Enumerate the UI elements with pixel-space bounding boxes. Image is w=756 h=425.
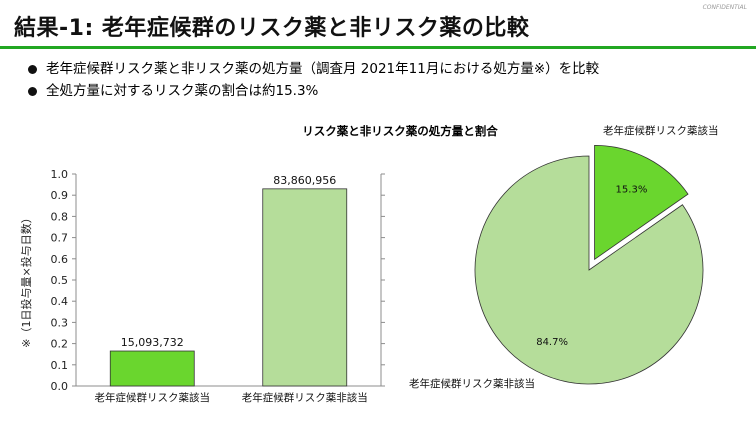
- y-tick-label: 0.5: [51, 274, 69, 287]
- bullet-list: 老年症候群リスク薬と非リスク薬の処方量（調査月 2021年11月における処方量※…: [28, 58, 599, 102]
- slide-title: 結果-1: 老年症候群のリスク薬と非リスク薬の比較: [14, 16, 530, 41]
- bar-data-label: 83,860,956: [273, 174, 336, 187]
- pie-category-label: 老年症候群リスク薬非該当: [409, 377, 535, 390]
- bullet-item: 全処方量に対するリスク薬の割合は約15.3%: [28, 80, 599, 102]
- bar-data-label: 15,093,732: [121, 336, 184, 349]
- bullet-item: 老年症候群リスク薬と非リスク薬の処方量（調査月 2021年11月における処方量※…: [28, 58, 599, 80]
- y-tick-label: 1.0: [51, 168, 69, 181]
- y-tick-label: 0.4: [51, 295, 69, 308]
- y-tick-label: 0.1: [51, 359, 69, 372]
- bullet-dot-icon: [28, 65, 37, 74]
- x-tick-label: 老年症候群リスク薬非該当: [242, 391, 368, 404]
- pie-slice: [474, 155, 704, 385]
- pie-data-label: 15.3%: [616, 185, 648, 196]
- y-axis-label: ※（1日投与量×投与日数）: [19, 212, 33, 347]
- pie-data-label: 84.7%: [536, 337, 568, 348]
- bar: [109, 350, 195, 387]
- title-rule: [0, 46, 756, 49]
- bullet-text: 老年症候群リスク薬と非リスク薬の処方量（調査月 2021年11月における処方量※…: [46, 61, 600, 77]
- bullet-text: 全処方量に対するリスク薬の割合は約15.3%: [46, 83, 319, 99]
- bar: [262, 188, 348, 387]
- y-tick-label: 0.8: [51, 210, 69, 223]
- chart-title: リスク薬と非リスク薬の処方量と割合: [302, 124, 498, 138]
- y-tick-label: 0.7: [51, 232, 69, 245]
- y-tick-label: 0.9: [51, 189, 69, 202]
- y-tick-label: 0.3: [51, 316, 69, 329]
- pie-slice: [594, 144, 689, 261]
- confidential-label: CONFIDENTIAL: [702, 4, 747, 11]
- bullet-dot-icon: [28, 87, 37, 96]
- y-tick-label: 0.2: [51, 338, 69, 351]
- x-tick-label: 老年症候群リスク薬該当: [95, 391, 211, 404]
- pie-category-label: 老年症候群リスク薬該当: [603, 124, 719, 137]
- y-tick-label: 0.0: [51, 380, 69, 393]
- y-tick-label: 0.6: [51, 253, 69, 266]
